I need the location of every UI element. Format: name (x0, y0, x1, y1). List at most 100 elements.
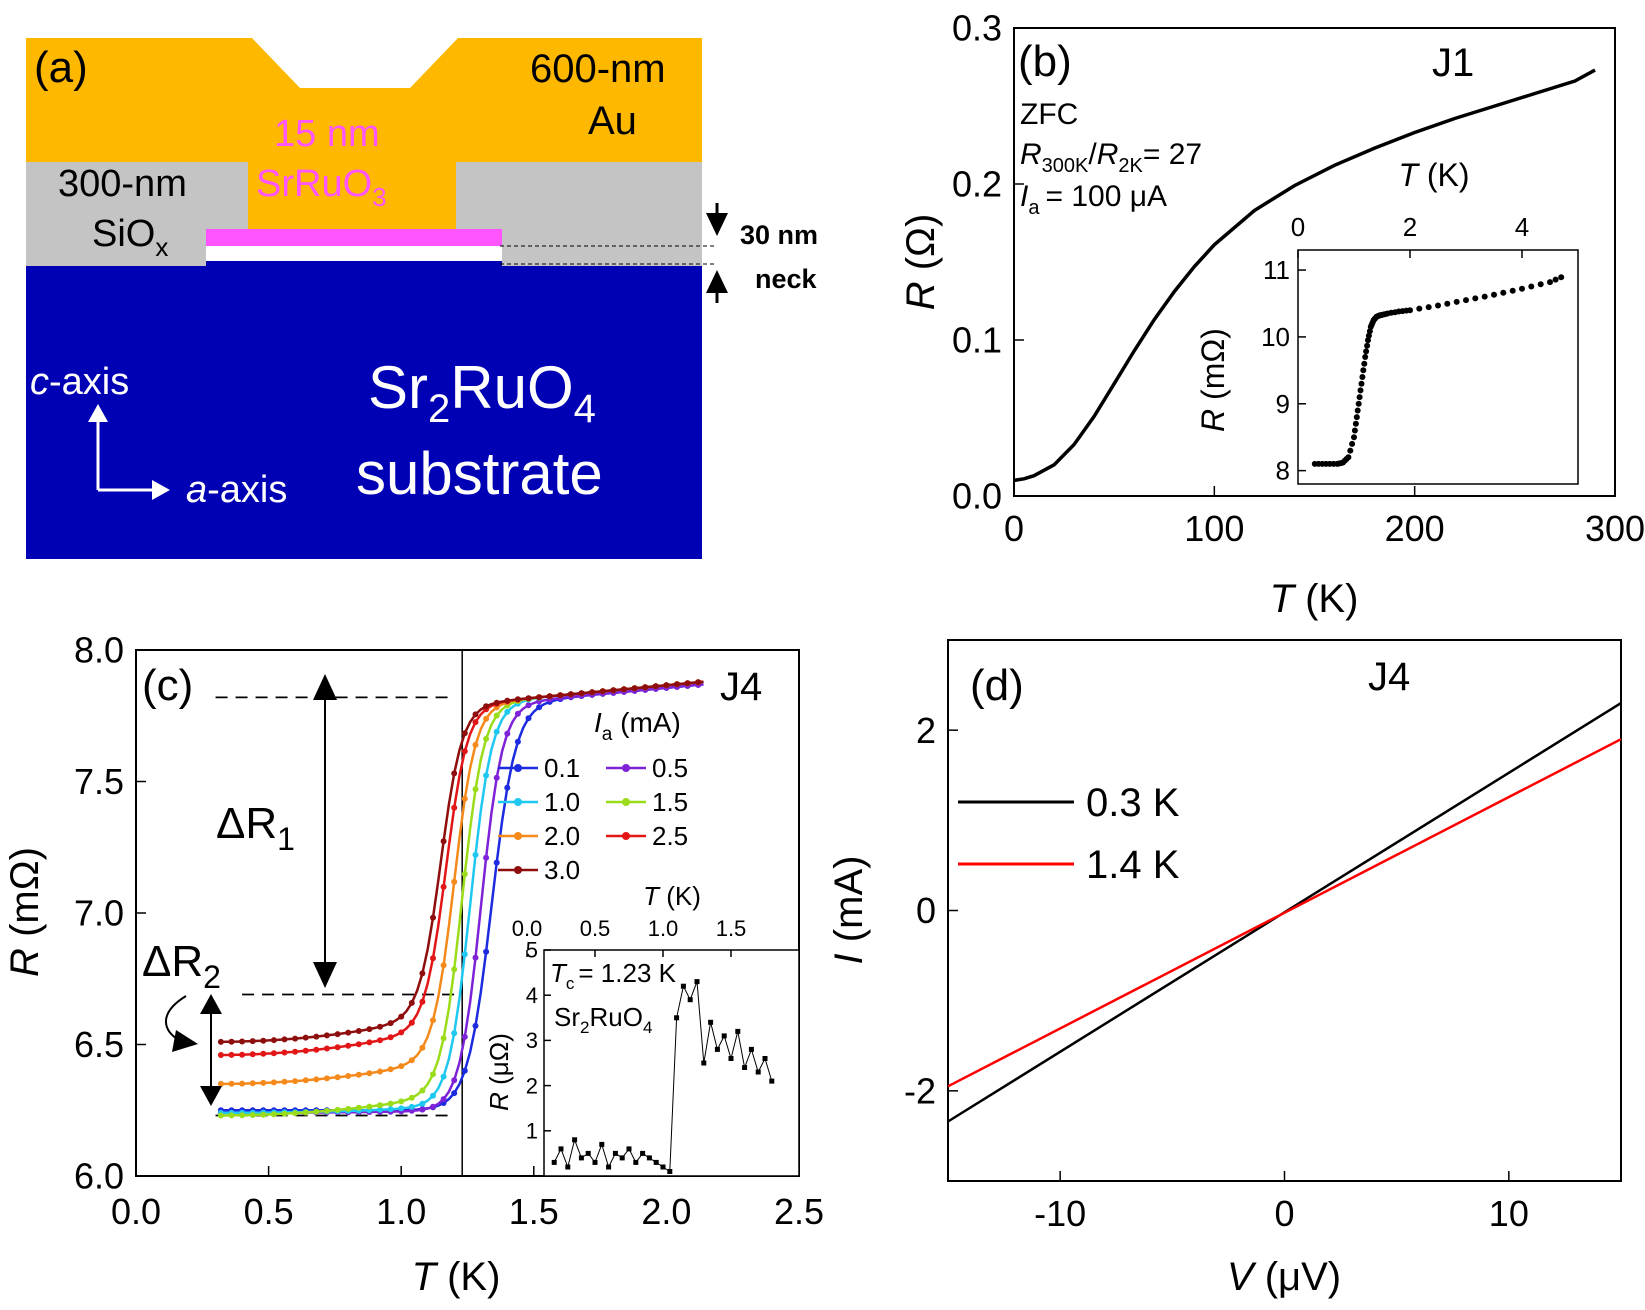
legend-label: 3.0 (544, 855, 580, 885)
series-point (408, 1094, 415, 1101)
panel-d-legend: 0.3 K 1.4 K (958, 781, 1180, 887)
inset-c-point (701, 1060, 707, 1066)
substrate-sub-4: 4 (574, 387, 596, 431)
series-point (525, 695, 532, 702)
inset-b-point (1425, 304, 1432, 311)
series-point (239, 1112, 246, 1119)
c-ylabel-unit: (mΩ) (3, 847, 47, 948)
series-point (217, 1112, 224, 1119)
y-tick-label: 2 (916, 710, 936, 751)
inset-b-point (1353, 414, 1360, 421)
series-point (451, 770, 458, 777)
inset-b-point (1365, 332, 1372, 339)
series-point (440, 1073, 447, 1080)
panel-c-legend: Ia (mA) 0.1 0.5 1.0 1.5 2.0 2.5 3.0 (498, 707, 688, 885)
series-point (398, 1029, 405, 1036)
series-point (334, 1044, 341, 1051)
a-axis-arrow-head (152, 480, 170, 500)
panel-c-xlabel: T (K) (412, 1255, 501, 1299)
series-point (281, 1036, 288, 1043)
x-tick-label: 1.0 (376, 1191, 426, 1232)
series-point (355, 1071, 362, 1078)
y-tick-label: 0.0 (952, 476, 1002, 517)
c-axis-letter: c (30, 361, 49, 403)
delta-r1-arrow-down (313, 962, 337, 988)
series-point (313, 1033, 320, 1040)
legend-title: Ia (mA) (594, 707, 681, 745)
inset-b-point (1537, 281, 1544, 288)
series-point (302, 1109, 309, 1116)
series-point (323, 1107, 330, 1114)
ratio-r1: R (1020, 138, 1042, 171)
series-point (536, 704, 543, 711)
series-point (514, 696, 521, 703)
series-point (483, 854, 490, 861)
y-tick-label: 3 (526, 1028, 538, 1053)
series-point (323, 1045, 330, 1052)
series-point (493, 699, 500, 706)
panel-d-ylabel: I (mA) (827, 856, 871, 965)
series-point (366, 1039, 373, 1046)
inset-b-point (1351, 427, 1358, 434)
bi-xlabel-var: T (1398, 157, 1420, 193)
panel-d-y-ticks: -2 0 2 (904, 710, 958, 1111)
series-point (249, 1051, 256, 1058)
bi-xlabel-unit: (K) (1418, 157, 1470, 193)
series-point (461, 951, 468, 958)
series-point (483, 715, 490, 722)
panel-a: 30 nm neck (a) 600-nm Au 15 nm SrRuO3 30… (26, 38, 818, 559)
b-ylabel-unit: (Ω) (899, 214, 943, 282)
substrate-ruo: RuO (450, 354, 573, 421)
inset-c-point (578, 1155, 584, 1161)
panel-d: -10 0 10 -2 0 2 0.3 K 1.4 K (d) J4 V (μV) I (… (827, 639, 1622, 1299)
y-tick-label: 0 (916, 890, 936, 931)
bi-ylabel-var: R (1195, 409, 1231, 432)
legend-title-unit: (mA) (612, 707, 680, 738)
series-point (483, 703, 490, 710)
inset-c-point (708, 1019, 714, 1025)
series-point (281, 1049, 288, 1056)
panel-b-xlabel: T (K) (1270, 577, 1359, 621)
series-point (483, 948, 490, 955)
inset-b-point (1364, 342, 1371, 349)
series-point (398, 1105, 405, 1112)
series-point (260, 1050, 267, 1057)
series-point (377, 1037, 383, 1044)
inset-c-tc-sub: c (566, 974, 575, 993)
panel-c-dashed-levels (215, 696, 455, 1117)
sro-label-2-main: SrRuO (256, 163, 372, 205)
inset-c-points (551, 979, 775, 1174)
panel-b-label: (b) (1018, 37, 1072, 86)
legend-entries: 0.1 0.5 1.0 1.5 2.0 2.5 3.0 (498, 753, 688, 885)
legend-marker (514, 764, 522, 772)
series-point (387, 1020, 394, 1027)
inset-c-point (660, 1164, 666, 1170)
legend-label: 1.5 (652, 787, 688, 817)
inset-b-point (1362, 354, 1369, 360)
substrate-block (26, 261, 702, 559)
inset-b-point (1552, 276, 1559, 283)
y-tick-label: 7.5 (74, 761, 124, 802)
sro-label-1: 15 nm (274, 113, 380, 155)
sio-label-2-sub: x (155, 232, 168, 262)
delta-r2-main: ΔR (142, 937, 203, 986)
inset-c-point (687, 997, 693, 1003)
series-point (440, 962, 447, 969)
series-point (334, 1031, 341, 1038)
series-point (302, 1077, 309, 1084)
series-point (504, 730, 511, 737)
substrate-label-2: substrate (356, 440, 603, 507)
series-point (270, 1037, 277, 1044)
series-point (451, 1030, 458, 1037)
delta-r1-main: ΔR (216, 799, 277, 848)
au-label-1: 600-nm (530, 47, 666, 91)
inset-c-tc: Tc = 1.23 K (550, 958, 677, 993)
series-point (504, 708, 511, 715)
inset-c-point (619, 1155, 625, 1161)
series-point (589, 689, 596, 696)
inset-b-ylabel: R (mΩ) (1195, 328, 1231, 432)
y-tick-label: 6.0 (74, 1156, 124, 1197)
series-point (652, 683, 659, 690)
series-point (440, 883, 447, 890)
series-point (493, 712, 500, 719)
